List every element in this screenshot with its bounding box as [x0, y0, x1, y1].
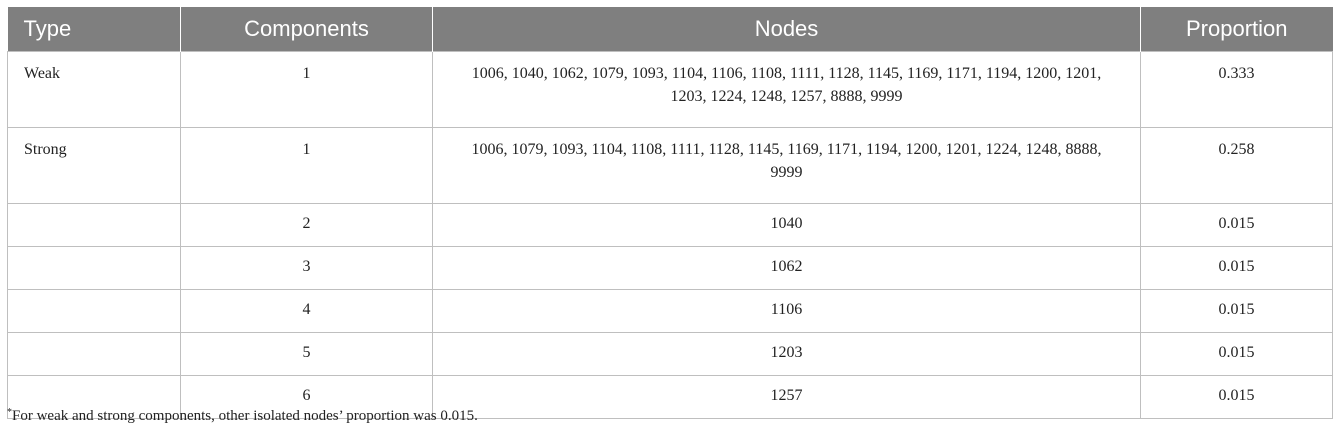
- header-nodes: Nodes: [432, 7, 1141, 52]
- nodes-cell: 1062: [432, 246, 1141, 290]
- table-row: 4 1106 0.015: [7, 289, 1333, 333]
- nodes-cell: 1203: [432, 332, 1141, 376]
- nodes-cell: 1006, 1040, 1062, 1079, 1093, 1104, 1106…: [432, 51, 1141, 128]
- nodes-cell: 1106: [432, 289, 1141, 333]
- nodes-cell: 1257: [432, 375, 1141, 419]
- table-header: Type Components Nodes Proportion: [7, 7, 1333, 52]
- header-row: Type Components Nodes Proportion: [7, 7, 1333, 52]
- table-row: 2 1040 0.015: [7, 203, 1333, 247]
- nodes-cell: 1006, 1079, 1093, 1104, 1108, 1111, 1128…: [432, 127, 1141, 204]
- components-cell: 2: [180, 203, 433, 247]
- proportion-cell: 0.015: [1140, 332, 1333, 376]
- proportion-cell: 0.258: [1140, 127, 1333, 204]
- header-proportion: Proportion: [1140, 7, 1333, 52]
- components-cell: 1: [180, 127, 433, 204]
- type-cell: [7, 332, 181, 376]
- type-cell: [7, 375, 181, 419]
- proportion-cell: 0.015: [1140, 375, 1333, 419]
- components-table: Type Components Nodes Proportion Weak 1 …: [7, 7, 1333, 419]
- header-type: Type: [7, 7, 181, 52]
- footnote-marker: *: [7, 407, 12, 418]
- components-cell: 3: [180, 246, 433, 290]
- components-cell: 6: [180, 375, 433, 419]
- footnote-text: For weak and strong components, other is…: [12, 408, 478, 424]
- components-table-container: Type Components Nodes Proportion Weak 1 …: [7, 7, 1333, 419]
- proportion-cell: 0.015: [1140, 289, 1333, 333]
- proportion-cell: 0.015: [1140, 246, 1333, 290]
- table-row: Strong 1 1006, 1079, 1093, 1104, 1108, 1…: [7, 127, 1333, 204]
- table-body: Weak 1 1006, 1040, 1062, 1079, 1093, 110…: [7, 51, 1333, 419]
- nodes-cell: 1040: [432, 203, 1141, 247]
- proportion-cell: 0.015: [1140, 203, 1333, 247]
- components-cell: 4: [180, 289, 433, 333]
- proportion-cell: 0.333: [1140, 51, 1333, 128]
- table-row: 6 1257 0.015: [7, 375, 1333, 419]
- table-row: 5 1203 0.015: [7, 332, 1333, 376]
- type-cell: [7, 203, 181, 247]
- table-footnote: *For weak and strong components, other i…: [7, 407, 478, 425]
- components-cell: 1: [180, 51, 433, 128]
- type-cell: [7, 289, 181, 333]
- components-cell: 5: [180, 332, 433, 376]
- header-components: Components: [180, 7, 433, 52]
- type-cell: Strong: [7, 127, 181, 204]
- table-row: Weak 1 1006, 1040, 1062, 1079, 1093, 110…: [7, 51, 1333, 128]
- type-cell: [7, 246, 181, 290]
- type-cell: Weak: [7, 51, 181, 128]
- table-row: 3 1062 0.015: [7, 246, 1333, 290]
